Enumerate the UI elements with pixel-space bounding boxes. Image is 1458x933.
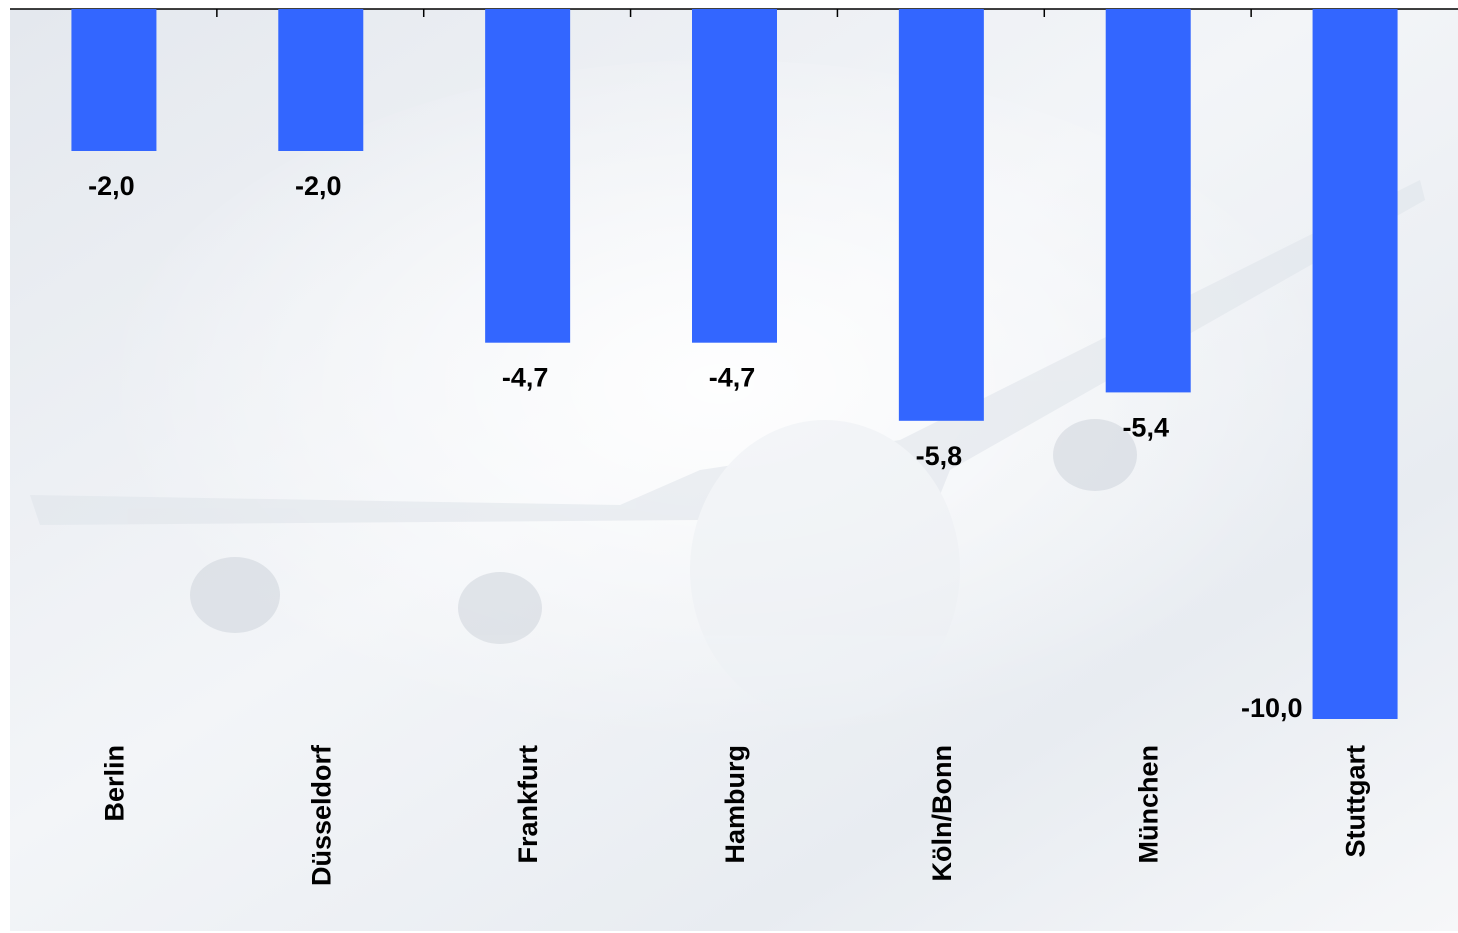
value-label: -4,7 [709,363,756,393]
bar [71,9,157,151]
value-label: -5,8 [916,441,963,471]
value-label: -2,0 [88,171,135,201]
background-glow [100,60,1340,780]
x-tick-label: Hamburg [720,745,750,864]
value-label: -10,0 [1241,693,1303,723]
bar [1312,9,1398,719]
x-tick-label: Düsseldorf [306,744,336,886]
bar [692,9,777,343]
x-tick-label: Stuttgart [1341,745,1371,857]
value-label: -2,0 [295,171,342,201]
x-tick-label: Frankfurt [513,745,543,864]
bar [278,9,364,151]
x-tick-label: Berlin [99,745,129,822]
value-label: -4,7 [502,363,549,393]
value-label: -5,4 [1122,412,1169,442]
x-tick-label: München [1134,745,1164,864]
bar [1105,9,1191,393]
x-tick-label: Köln/Bonn [927,745,957,881]
bar [898,9,984,421]
bar [485,9,571,343]
